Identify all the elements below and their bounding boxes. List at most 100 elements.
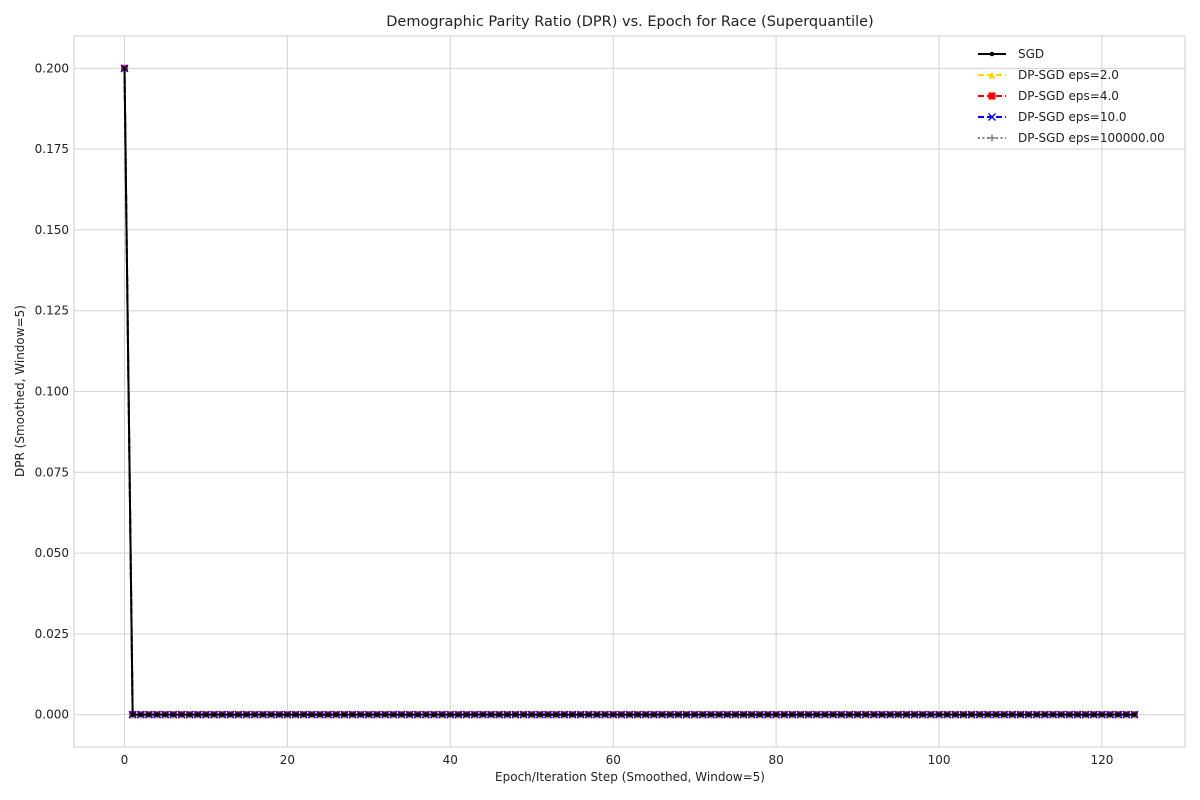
data-point: [130, 712, 135, 717]
x-tick-label: 60: [606, 753, 621, 767]
chart-title: Demographic Parity Ratio (DPR) vs. Epoch…: [386, 14, 873, 30]
data-point: [342, 712, 347, 717]
legend-entry: DP-SGD eps=4.0: [978, 89, 1119, 103]
data-point: [521, 712, 526, 717]
legend-marker: [988, 92, 996, 100]
legend-label: SGD: [1018, 47, 1044, 61]
data-point: [488, 712, 494, 717]
data-point: [578, 712, 583, 717]
data-point: [562, 712, 567, 717]
data-point: [1034, 712, 1040, 717]
data-point: [708, 712, 714, 717]
data-point: [1018, 712, 1023, 717]
data-point: [684, 712, 689, 717]
data-point: [602, 712, 608, 717]
data-point: [847, 712, 852, 717]
data-point: [1091, 712, 1097, 717]
data-point: [879, 712, 885, 717]
x-axis-label: Epoch/Iteration Step (Smoothed, Window=5…: [495, 770, 765, 784]
data-point: [391, 712, 396, 717]
y-tick-label: 0.000: [35, 708, 69, 722]
data-point: [643, 712, 649, 717]
data-point: [928, 712, 934, 717]
data-point: [659, 712, 665, 717]
data-point: [1124, 712, 1129, 717]
data-point: [162, 712, 168, 717]
data-point: [692, 712, 697, 717]
data-point: [260, 712, 266, 717]
data-point: [1001, 712, 1007, 717]
data-point: [830, 712, 836, 717]
data-point: [700, 712, 706, 717]
data-point: [1058, 712, 1064, 717]
data-point: [545, 712, 551, 717]
data-point: [301, 712, 306, 717]
x-tick-label: 40: [443, 753, 458, 767]
legend-label: DP-SGD eps=10.0: [1018, 110, 1127, 124]
data-point: [676, 712, 681, 717]
data-point: [505, 712, 510, 717]
legend-entry: DP-SGD eps=2.0: [978, 68, 1119, 82]
data-point: [553, 712, 559, 717]
data-point: [456, 712, 461, 717]
y-tick-label: 0.175: [35, 142, 69, 156]
data-point: [610, 712, 616, 717]
data-point: [985, 712, 991, 717]
data-point: [993, 712, 999, 717]
data-point: [667, 712, 673, 717]
data-point: [219, 712, 225, 717]
data-point: [171, 712, 176, 717]
data-point: [1132, 712, 1137, 717]
data-point: [293, 712, 298, 717]
legend-entry: SGD: [978, 47, 1044, 61]
y-tick-label: 0.150: [35, 223, 69, 237]
y-tick-label: 0.050: [35, 546, 69, 560]
data-point: [154, 712, 160, 717]
data-point: [1010, 712, 1015, 717]
data-point: [741, 712, 746, 717]
data-point: [635, 712, 640, 717]
data-point: [594, 712, 600, 717]
data-point: [871, 712, 877, 717]
data-point: [423, 712, 429, 717]
data-point: [912, 712, 917, 717]
legend-entry: DP-SGD eps=100000.00: [978, 131, 1165, 145]
data-point: [496, 712, 502, 717]
data-point: [513, 712, 518, 717]
data-point: [187, 712, 192, 717]
data-point: [439, 712, 445, 717]
data-point: [724, 712, 730, 717]
data-point: [228, 712, 233, 717]
legend-label: DP-SGD eps=100000.00: [1018, 131, 1165, 145]
legend: SGD DP-SGD eps=2.0 DP-SGD eps=4.0 DP-SGD ep…: [978, 47, 1165, 145]
data-point: [252, 712, 258, 717]
data-point: [309, 712, 315, 717]
y-axis-label: DPR (Smoothed, Window=5): [13, 305, 27, 477]
legend-marker: [988, 134, 996, 142]
data-point: [627, 712, 632, 717]
data-point: [472, 712, 477, 717]
data-point: [211, 712, 217, 717]
legend-marker: [988, 71, 996, 79]
data-point: [733, 712, 738, 717]
data-point: [896, 712, 901, 717]
data-point: [757, 712, 763, 717]
x-tick-label: 20: [280, 753, 295, 767]
data-point: [822, 712, 828, 717]
data-point: [1099, 712, 1105, 717]
data-point: [415, 712, 420, 717]
y-tick-label: 0.200: [35, 61, 69, 75]
data-point: [749, 712, 754, 717]
data-point: [936, 712, 942, 717]
data-point: [961, 712, 966, 717]
data-point: [350, 712, 355, 717]
data-point: [537, 712, 543, 717]
data-point: [716, 712, 722, 717]
data-point: [1067, 712, 1072, 717]
data-point: [480, 712, 486, 717]
data-point: [317, 712, 323, 717]
data-point: [765, 712, 771, 717]
data-point: [920, 712, 925, 717]
